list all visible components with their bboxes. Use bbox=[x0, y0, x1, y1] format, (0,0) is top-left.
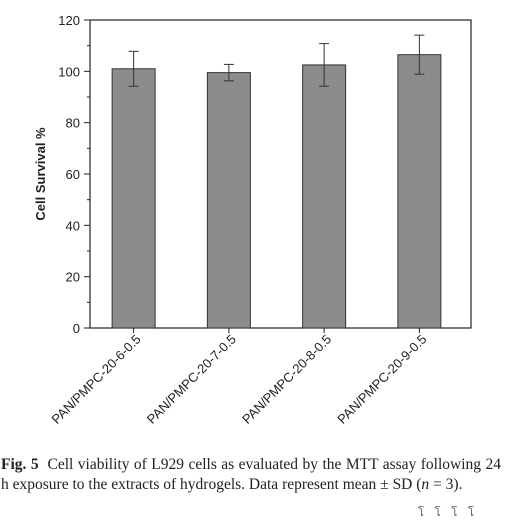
footer-glyphs: โ โ โ โ bbox=[418, 507, 478, 519]
y-tick-label: 20 bbox=[66, 270, 80, 285]
caption-text-2: = 3). bbox=[429, 475, 463, 493]
figure-caption: Fig. 5 Cell viability of L929 cells as e… bbox=[1, 455, 501, 494]
caption-label: Fig. 5 bbox=[1, 456, 39, 473]
bar-chart: 0 20 40 60 80 100 120 Cell Survival % PAN/PMPC-2… bbox=[33, 13, 472, 427]
y-tick-label: 60 bbox=[66, 167, 80, 182]
bar bbox=[206, 72, 251, 329]
x-tick-label: PAN/PMPC-20-9-0.5 bbox=[334, 332, 429, 427]
x-tick-label: PAN/PMPC-20-8-0.5 bbox=[239, 332, 334, 427]
y-tick-label: 40 bbox=[66, 218, 80, 233]
y-tick-label: 100 bbox=[58, 64, 80, 79]
x-tick-label: PAN/PMPC-20-7-0.5 bbox=[144, 332, 239, 427]
y-axis-label: Cell Survival % bbox=[33, 127, 48, 221]
bar bbox=[397, 54, 442, 329]
bar bbox=[302, 64, 347, 329]
x-tick-label: PAN/PMPC-20-6-0.5 bbox=[49, 332, 144, 427]
caption-n-symbol: n bbox=[421, 475, 430, 493]
bar bbox=[111, 68, 156, 329]
caption-text-1: Cell viability of L929 cells as evaluate… bbox=[1, 456, 501, 493]
y-tick-label: 80 bbox=[66, 116, 80, 131]
y-tick-label: 120 bbox=[58, 13, 80, 28]
y-tick-label: 0 bbox=[73, 321, 80, 336]
